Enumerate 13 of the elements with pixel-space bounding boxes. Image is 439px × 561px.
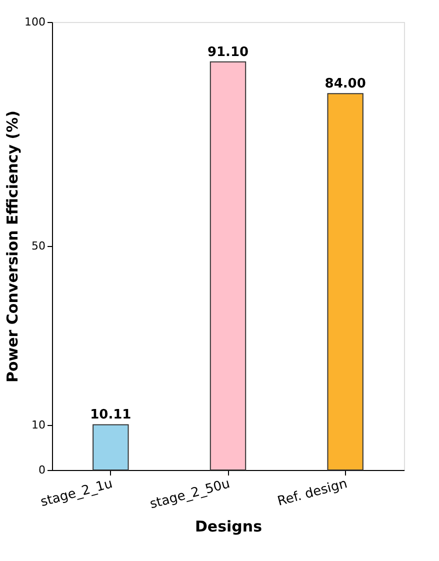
y-axis-title: Power Conversion Efficiency (%) xyxy=(4,110,22,383)
y-tick-label: 50 xyxy=(32,240,46,252)
y-tick-label: 10 xyxy=(32,418,46,432)
data-label: 10.11 xyxy=(90,408,132,423)
bar xyxy=(210,61,246,470)
y-tick-label: 0 xyxy=(38,464,46,476)
y-tick-label: 100 xyxy=(24,16,46,28)
x-axis-title: Designs xyxy=(194,517,262,536)
bar xyxy=(92,424,129,470)
data-label: 91.10 xyxy=(207,44,249,60)
x-tick-label: Ref. design xyxy=(276,476,349,510)
data-label: 84.00 xyxy=(324,76,366,92)
bar xyxy=(327,93,364,470)
